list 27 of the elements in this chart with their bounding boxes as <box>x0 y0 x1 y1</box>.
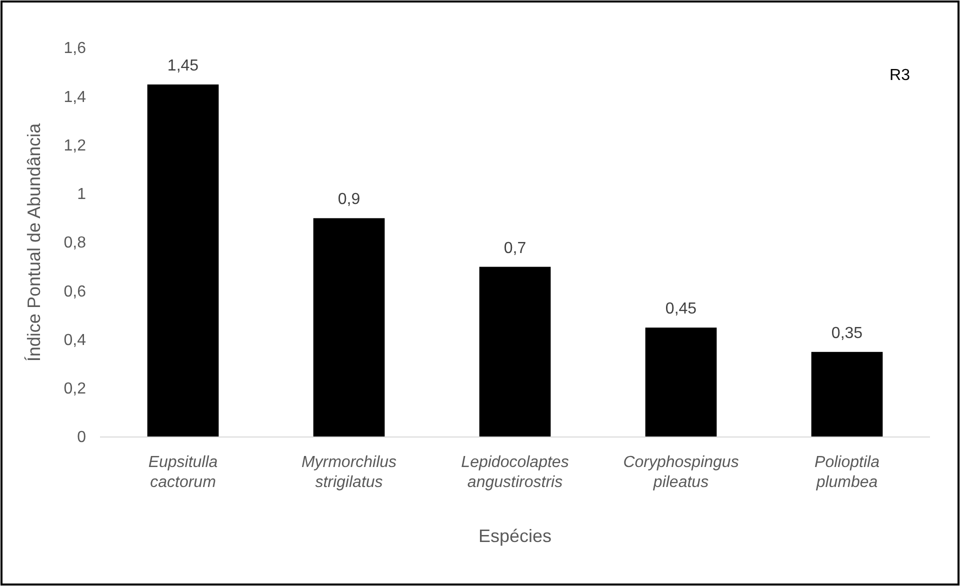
y-tick-label: 0,4 <box>64 332 86 349</box>
bar <box>479 266 551 437</box>
y-tick-label: 1 <box>77 186 86 203</box>
x-tick-label: Lepidocolaptes angustirostris <box>461 454 569 491</box>
x-tick-label: Eupsitulla cactorum <box>148 454 218 491</box>
x-tick-label: Myrmorchilus strigilatus <box>301 454 397 491</box>
data-label: 0,9 <box>338 191 360 208</box>
x-axis-title: Espécies <box>478 526 552 546</box>
y-tick-label: 0,6 <box>64 283 86 300</box>
y-tick-label: 0,8 <box>64 234 86 252</box>
y-tick-label: 1,2 <box>64 137 86 154</box>
x-tick-label: Polioptila plumbea <box>814 454 880 491</box>
y-axis-title: Índice Pontual de Abundância <box>24 122 44 362</box>
annotation: R3 <box>890 67 910 84</box>
y-tick-label: 1,4 <box>64 88 86 106</box>
y-tick-label: 1,6 <box>64 40 86 58</box>
data-label: 0,7 <box>504 240 526 257</box>
y-tick-label: 0 <box>77 429 86 446</box>
data-label: 1,45 <box>167 57 199 74</box>
x-tick-label: Coryphospingus pileatus <box>623 454 739 491</box>
data-label: 0,35 <box>831 324 863 342</box>
bar <box>811 352 883 437</box>
y-tick-label: 0,2 <box>64 380 86 398</box>
data-label: 0,45 <box>665 300 697 318</box>
bar <box>147 84 219 437</box>
bar <box>313 218 385 437</box>
bar <box>645 328 717 437</box>
